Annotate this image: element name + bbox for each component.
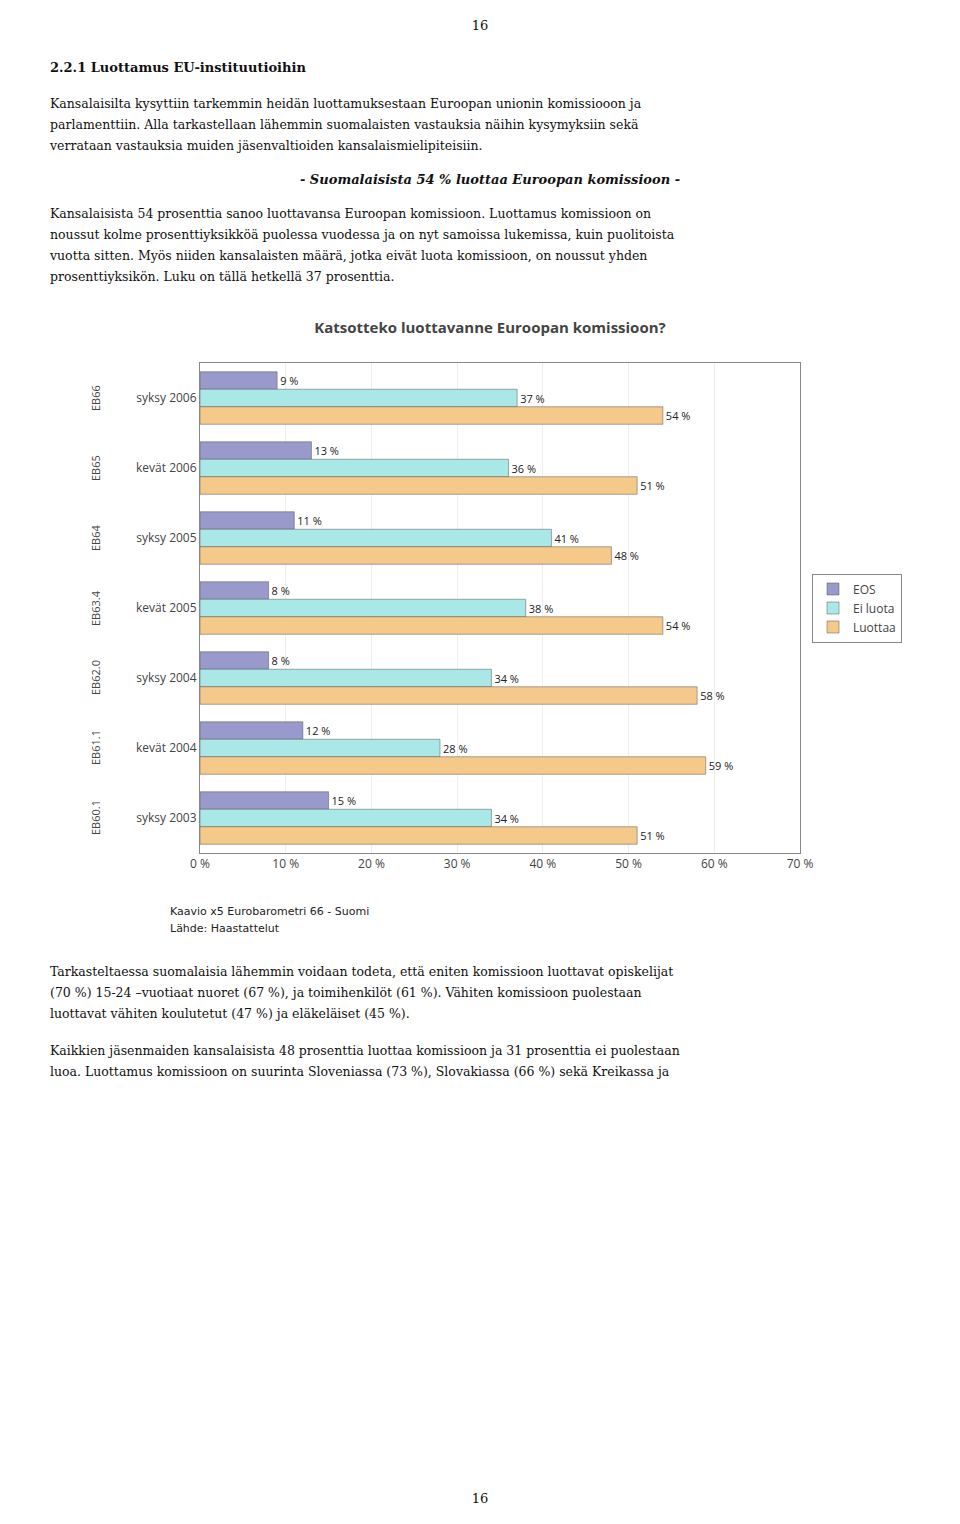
svg-text:40 %: 40 % xyxy=(529,855,556,872)
svg-text:10 %: 10 % xyxy=(272,855,299,872)
html-text:Lähde: Haastattelut: Lähde: Haastattelut xyxy=(170,922,280,935)
svg-text:0 %: 0 % xyxy=(190,855,210,872)
html-text:(70 %) 15-24 –vuotiaat nuoret: (70 %) 15-24 –vuotiaat nuoret (67 %), ja… xyxy=(50,985,642,1000)
svg-text:syksy 2005: syksy 2005 xyxy=(136,529,196,546)
html-text:16: 16 xyxy=(471,1491,489,1506)
svg-text:EB64: EB64 xyxy=(88,524,103,551)
html-text:vuotta sitten. Myös niiden kan: vuotta sitten. Myös niiden kansalaisten … xyxy=(50,248,648,263)
svg-text:12 %: 12 % xyxy=(306,723,331,738)
svg-text:15 %: 15 % xyxy=(332,793,357,808)
svg-text:60 %: 60 % xyxy=(701,855,728,872)
svg-text:50 %: 50 % xyxy=(615,855,642,872)
svg-text:EB62.0: EB62.0 xyxy=(88,660,103,695)
svg-text:8 %: 8 % xyxy=(272,583,290,598)
svg-text:EB65: EB65 xyxy=(88,455,103,481)
html-text:Kansalaisista 54 prosenttia sa: Kansalaisista 54 prosenttia sanoo luotta… xyxy=(50,206,652,221)
svg-text:58 %: 58 % xyxy=(700,688,725,703)
svg-text:28 %: 28 % xyxy=(443,741,468,756)
html-text:16: 16 xyxy=(471,18,489,33)
html-text:prosenttiyksikön. Luku on täll: prosenttiyksikön. Luku on tällä hetkellä… xyxy=(50,269,395,284)
svg-text:36 %: 36 % xyxy=(512,461,537,476)
svg-text:EB60.1: EB60.1 xyxy=(88,800,103,835)
svg-text:48 %: 48 % xyxy=(614,548,639,563)
html-text:luoa. Luottamus komissioon on: luoa. Luottamus komissioon on suurinta S… xyxy=(50,1064,670,1079)
svg-text:70 %: 70 % xyxy=(787,855,814,872)
html-text:Kansalaisilta kysyttiin tarkem: Kansalaisilta kysyttiin tarkemmin heidän… xyxy=(50,96,642,111)
svg-text:54 %: 54 % xyxy=(666,408,691,423)
svg-text:Katsotteko luottavanne Euroopa: Katsotteko luottavanne Euroopan komissio… xyxy=(314,317,665,337)
html-text:noussut kolme prosenttiyksikkö: noussut kolme prosenttiyksikköä puolessa… xyxy=(50,227,675,242)
svg-text:9 %: 9 % xyxy=(280,373,298,388)
svg-text:Luottaa: Luottaa xyxy=(853,619,896,636)
svg-text:syksy 2006: syksy 2006 xyxy=(136,389,196,406)
html-text:Kaavio x5 Eurobarometri 66 - S: Kaavio x5 Eurobarometri 66 - Suomi xyxy=(170,905,370,918)
svg-text:kevät 2004: kevät 2004 xyxy=(136,739,197,756)
svg-text:30 %: 30 % xyxy=(444,855,471,872)
svg-text:8 %: 8 % xyxy=(272,653,290,668)
svg-text:59 %: 59 % xyxy=(709,758,734,773)
svg-text:syksy 2003: syksy 2003 xyxy=(136,809,196,826)
svg-text:13 %: 13 % xyxy=(314,443,339,458)
svg-text:11 %: 11 % xyxy=(297,513,322,528)
html-text:- Suomalaisista 54 % luottaa E: - Suomalaisista 54 % luottaa Euroopan ko… xyxy=(300,172,680,187)
html-text:Kaikkien jäsenmaiden kansalais: Kaikkien jäsenmaiden kansalaisista 48 pr… xyxy=(50,1043,680,1058)
html-text:luottavat vähiten koulutetut (: luottavat vähiten koulutetut (47 %) ja e… xyxy=(50,1006,410,1021)
svg-text:20 %: 20 % xyxy=(358,855,385,872)
svg-text:51 %: 51 % xyxy=(640,478,665,493)
html-text:parlamenttiin. Alla tarkastell: parlamenttiin. Alla tarkastellaan lähemm… xyxy=(50,117,639,132)
html-text:2.2.1 Luottamus EU-instituutio: 2.2.1 Luottamus EU-instituutioihin xyxy=(50,60,306,75)
svg-text:EB66: EB66 xyxy=(88,385,103,411)
svg-text:EB61.1: EB61.1 xyxy=(88,730,103,765)
html-text:verrataan vastauksia muiden jä: verrataan vastauksia muiden jäsenvaltioi… xyxy=(50,138,483,153)
svg-text:51 %: 51 % xyxy=(640,828,665,843)
svg-text:41 %: 41 % xyxy=(554,531,579,546)
svg-text:Ei luota: Ei luota xyxy=(853,600,894,617)
svg-text:kevät 2006: kevät 2006 xyxy=(136,459,197,476)
svg-text:EB63.4: EB63.4 xyxy=(88,590,103,626)
svg-text:34 %: 34 % xyxy=(494,671,519,686)
svg-text:54 %: 54 % xyxy=(666,618,691,633)
svg-text:kevät 2005: kevät 2005 xyxy=(136,599,197,616)
svg-text:34 %: 34 % xyxy=(494,811,519,826)
svg-text:37 %: 37 % xyxy=(520,391,545,406)
html-text:Tarkasteltaessa suomalaisia lä: Tarkasteltaessa suomalaisia lähemmin voi… xyxy=(50,964,674,979)
svg-text:syksy 2004: syksy 2004 xyxy=(136,669,196,686)
svg-text:EOS: EOS xyxy=(853,581,876,598)
svg-text:38 %: 38 % xyxy=(529,601,554,616)
